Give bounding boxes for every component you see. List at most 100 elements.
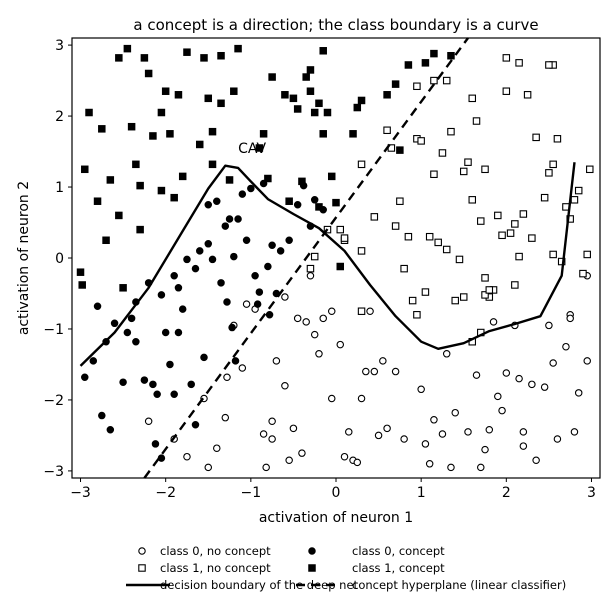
class-1-no-concept-point bbox=[515, 59, 523, 67]
class-0-no-concept-point bbox=[340, 452, 349, 461]
class-0-concept-point bbox=[187, 380, 195, 389]
class-0-concept-point bbox=[251, 271, 259, 280]
class-0-no-concept-point bbox=[370, 367, 379, 376]
class-0-concept-point bbox=[106, 425, 115, 434]
legend-label-concept-hyperplane-linear-classifier: concept hyperplane (linear classifier) bbox=[352, 578, 566, 592]
legend-label-class-1-no-concept: class 1, no concept bbox=[160, 561, 271, 575]
class-1-no-concept-point bbox=[425, 232, 434, 241]
class-0-concept-point bbox=[225, 215, 234, 223]
class-1-concept-point bbox=[319, 130, 327, 138]
class-0-no-concept-point bbox=[238, 364, 247, 372]
class-0-concept-point bbox=[310, 196, 319, 204]
class-0-no-concept-point bbox=[285, 456, 293, 465]
class-0-no-concept-point bbox=[570, 428, 579, 436]
class-1-concept-point bbox=[102, 236, 110, 245]
class-1-concept-point bbox=[119, 284, 127, 292]
legend-swatch-class-1-no-concept bbox=[138, 564, 146, 572]
class-1-concept-point bbox=[383, 91, 391, 99]
class-1-no-concept-point bbox=[357, 307, 366, 315]
class-1-no-concept-point bbox=[481, 291, 489, 299]
class-1-concept-point bbox=[93, 197, 102, 205]
class-0-no-concept-point bbox=[374, 431, 383, 440]
class-1-no-concept-point bbox=[515, 252, 523, 261]
class-1-concept-point bbox=[234, 44, 242, 53]
legend-swatch-class-0-no-concept bbox=[138, 547, 146, 555]
class-1-concept-point bbox=[76, 268, 85, 276]
class-0-no-concept-point bbox=[362, 367, 370, 376]
class-0-no-concept-point bbox=[379, 357, 387, 365]
class-0-concept-point bbox=[247, 184, 255, 193]
class-1-concept-point bbox=[315, 99, 323, 108]
class-1-concept-point bbox=[264, 174, 272, 183]
class-1-no-concept-point bbox=[417, 137, 425, 145]
class-1-no-concept-point bbox=[413, 311, 421, 319]
plot-area bbox=[76, 37, 594, 479]
class-1-no-concept-point bbox=[528, 234, 536, 242]
class-1-concept-point bbox=[310, 108, 319, 117]
class-1-concept-point bbox=[298, 177, 306, 186]
class-1-concept-point bbox=[357, 96, 366, 105]
y-tick-label: 1 bbox=[55, 180, 64, 196]
class-1-no-concept-point bbox=[455, 255, 464, 264]
class-1-concept-point bbox=[132, 160, 140, 169]
class-1-no-concept-point bbox=[557, 257, 566, 266]
class-1-no-concept-point bbox=[481, 165, 489, 174]
class-0-no-concept-point bbox=[549, 359, 557, 367]
class-0-concept-point bbox=[170, 390, 178, 399]
class-1-no-concept-point bbox=[464, 158, 472, 166]
class-1-no-concept-point bbox=[477, 217, 485, 225]
class-1-concept-point bbox=[81, 165, 89, 174]
class-1-no-concept-point bbox=[340, 234, 349, 242]
y-axis-label: activation of neuron 2 bbox=[16, 181, 32, 335]
class-0-no-concept-point bbox=[540, 383, 549, 391]
class-0-concept-point bbox=[204, 240, 213, 248]
class-0-concept-point bbox=[132, 337, 140, 346]
class-0-concept-point bbox=[293, 201, 302, 209]
y-tick-label: 3 bbox=[55, 38, 64, 54]
class-0-concept-point bbox=[208, 255, 217, 264]
class-0-concept-point bbox=[191, 421, 200, 429]
class-1-no-concept-point bbox=[502, 54, 511, 62]
class-1-concept-point bbox=[200, 54, 208, 62]
class-0-concept-point bbox=[174, 328, 183, 337]
concept-hyperplane-linear-classifier-line bbox=[143, 37, 469, 479]
class-1-no-concept-point bbox=[430, 170, 438, 179]
class-0-no-concept-point bbox=[259, 430, 268, 438]
class-0-concept-point bbox=[217, 279, 225, 287]
class-0-no-concept-point bbox=[494, 392, 502, 401]
class-1-concept-point bbox=[174, 91, 183, 99]
class-0-no-concept-point bbox=[281, 381, 289, 390]
class-0-concept-point bbox=[98, 411, 106, 420]
class-0-no-concept-point bbox=[519, 442, 528, 450]
legend-label-class-1-concept: class 1, concept bbox=[352, 561, 445, 575]
class-0-no-concept-point bbox=[391, 367, 400, 376]
class-0-no-concept-point bbox=[464, 428, 472, 436]
class-1-concept-point bbox=[327, 172, 336, 181]
class-1-concept-point bbox=[136, 181, 144, 190]
class-1-concept-point bbox=[178, 172, 187, 181]
class-1-no-concept-point bbox=[459, 167, 468, 176]
class-1-concept-point bbox=[225, 176, 234, 184]
class-0-no-concept-point bbox=[553, 435, 562, 443]
class-1-no-concept-point bbox=[383, 126, 391, 135]
class-1-concept-point bbox=[217, 51, 225, 60]
class-0-no-concept-point bbox=[183, 452, 191, 461]
class-0-no-concept-point bbox=[268, 417, 276, 425]
class-0-concept-point bbox=[140, 376, 149, 384]
class-1-concept-point bbox=[268, 73, 276, 81]
class-1-no-concept-point bbox=[396, 197, 404, 205]
class-1-concept-point bbox=[85, 108, 93, 117]
class-0-concept-point bbox=[268, 241, 276, 249]
legend-label-class-0-no-concept: class 0, no concept bbox=[160, 544, 271, 558]
class-1-concept-point bbox=[136, 225, 144, 234]
class-1-concept-point bbox=[140, 54, 149, 62]
decision-boundary-of-the-deep-net-line bbox=[79, 162, 576, 367]
class-0-no-concept-point bbox=[545, 321, 553, 330]
class-1-no-concept-point bbox=[310, 252, 319, 261]
class-1-concept-point bbox=[332, 198, 340, 207]
class-0-concept-point bbox=[276, 247, 285, 255]
x-tick-label: 0 bbox=[332, 485, 341, 501]
class-1-no-concept-point bbox=[459, 293, 468, 301]
class-0-no-concept-point bbox=[213, 444, 221, 452]
